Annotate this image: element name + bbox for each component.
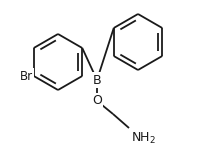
Text: B: B <box>93 73 101 86</box>
Text: O: O <box>92 94 102 107</box>
Text: NH$_2$: NH$_2$ <box>131 131 156 146</box>
Text: Br: Br <box>20 69 33 83</box>
